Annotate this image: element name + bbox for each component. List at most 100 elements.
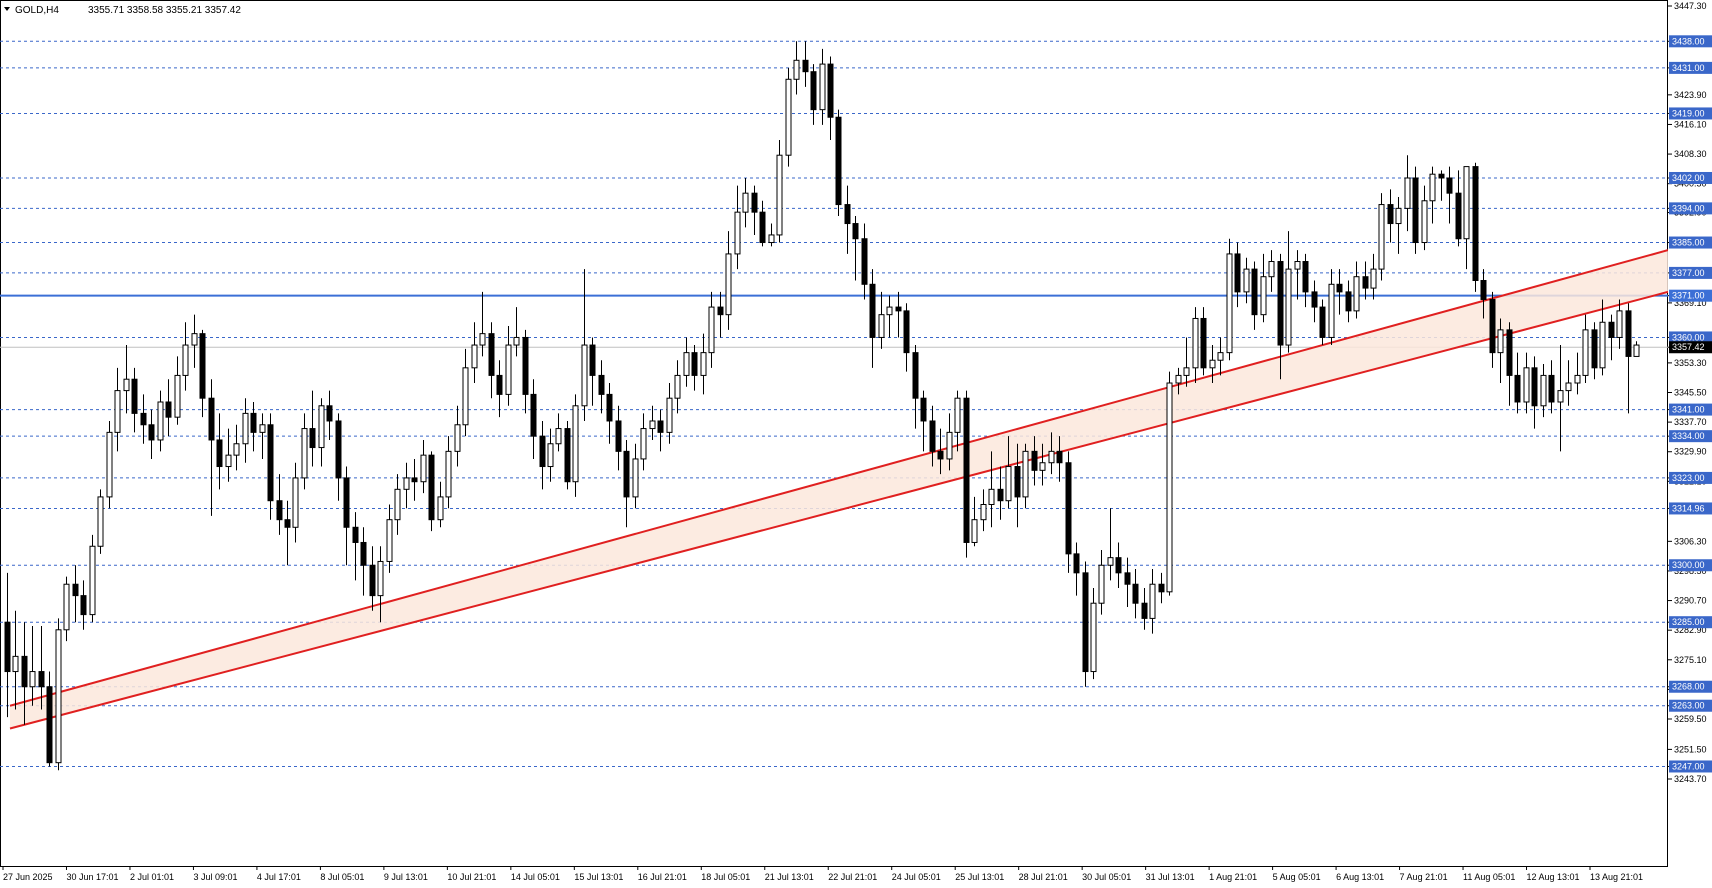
candle	[1353, 261, 1360, 319]
candle-body	[1472, 166, 1479, 281]
candle-body	[343, 477, 350, 528]
y-tick-label: 3275.10	[1674, 655, 1707, 665]
candle	[734, 185, 741, 270]
candle-body	[1149, 583, 1156, 619]
candle-body	[1090, 602, 1097, 673]
level-label-bg	[1669, 699, 1712, 712]
candle-body	[386, 519, 393, 562]
channel-upper-line	[9, 249, 1668, 707]
candle	[1514, 352, 1521, 414]
candle	[844, 185, 851, 254]
candle-body	[1311, 291, 1318, 308]
candle-body	[1616, 310, 1623, 338]
candle	[1124, 557, 1131, 608]
candle-body	[123, 378, 130, 392]
candle	[1005, 436, 1012, 509]
candle-body	[623, 450, 630, 498]
candle-body	[165, 401, 172, 418]
candle	[114, 367, 121, 452]
candle	[717, 291, 724, 338]
candle	[1302, 253, 1309, 308]
candle	[1336, 269, 1343, 315]
candle	[437, 481, 444, 528]
candle	[683, 337, 690, 387]
candle-body	[360, 541, 367, 566]
y-tick-label: 3290.70	[1674, 596, 1707, 606]
candle-body	[1183, 367, 1190, 376]
candle	[1345, 280, 1352, 323]
candle	[369, 546, 376, 611]
candle	[1574, 352, 1581, 395]
candle-body	[971, 519, 978, 543]
candle-body	[717, 306, 724, 316]
candle	[1260, 253, 1267, 323]
candle	[1362, 261, 1369, 300]
candle-body	[946, 431, 953, 460]
candle	[1404, 155, 1411, 232]
candle	[1421, 185, 1428, 251]
candle-body	[852, 223, 859, 240]
candle-body	[106, 431, 113, 498]
candle	[530, 379, 537, 459]
candle	[895, 291, 902, 338]
candle	[216, 413, 223, 490]
candle-body	[776, 154, 783, 236]
x-tick-label: 25 Jul 13:01	[955, 872, 1004, 882]
level-label-bg	[1669, 61, 1712, 74]
candle	[123, 345, 130, 414]
candle-body	[369, 564, 376, 597]
candle-body	[216, 439, 223, 468]
candle-body	[742, 192, 749, 213]
candle-body	[708, 306, 715, 354]
candle-body	[1328, 283, 1335, 338]
candle-body	[751, 192, 758, 213]
candle	[1294, 250, 1301, 300]
candle-body	[1345, 291, 1352, 312]
candle-body	[1599, 321, 1606, 369]
candle	[751, 185, 758, 235]
candle-body	[649, 420, 656, 430]
candle	[793, 41, 800, 95]
candle-body	[1166, 382, 1173, 593]
candle	[191, 314, 198, 368]
candle	[555, 413, 562, 452]
x-tick-label: 7 Aug 21:01	[1400, 872, 1448, 882]
level-label-bg	[1669, 616, 1712, 629]
candle	[488, 322, 495, 399]
candle-body	[445, 450, 452, 498]
candle	[505, 326, 512, 406]
candle	[1616, 299, 1623, 349]
y-tick-label: 3423.90	[1674, 90, 1707, 100]
candle-body	[1192, 317, 1199, 369]
candle	[1200, 307, 1207, 376]
candle	[920, 390, 927, 452]
candle	[1234, 242, 1241, 308]
candle-body	[564, 428, 571, 483]
y-tick-label: 3329.90	[1674, 447, 1707, 457]
candle	[301, 413, 308, 490]
level-label: 3247.00	[1672, 761, 1705, 771]
candle-body	[29, 671, 36, 688]
candle	[89, 534, 96, 623]
candle-body	[1141, 602, 1148, 619]
candle	[1082, 561, 1089, 687]
candle-body	[174, 374, 181, 418]
candle	[1463, 166, 1470, 270]
candle-body	[326, 405, 333, 422]
candle-body	[1523, 367, 1530, 403]
candle	[802, 41, 809, 87]
candle	[1531, 356, 1538, 429]
y-tick-label: 3408.30	[1674, 149, 1707, 159]
candle-body	[1056, 450, 1063, 464]
candle-body	[1353, 276, 1360, 312]
x-tick-label: 11 Aug 05:01	[1463, 872, 1515, 882]
candle	[666, 383, 673, 444]
level-label-bg	[1669, 266, 1712, 279]
candle-body	[963, 397, 970, 543]
candle-body	[869, 283, 876, 338]
x-tick-label: 31 Jul 13:01	[1146, 872, 1195, 882]
candle-body	[768, 234, 775, 244]
candle-body	[428, 454, 435, 521]
candle-body	[725, 253, 732, 316]
